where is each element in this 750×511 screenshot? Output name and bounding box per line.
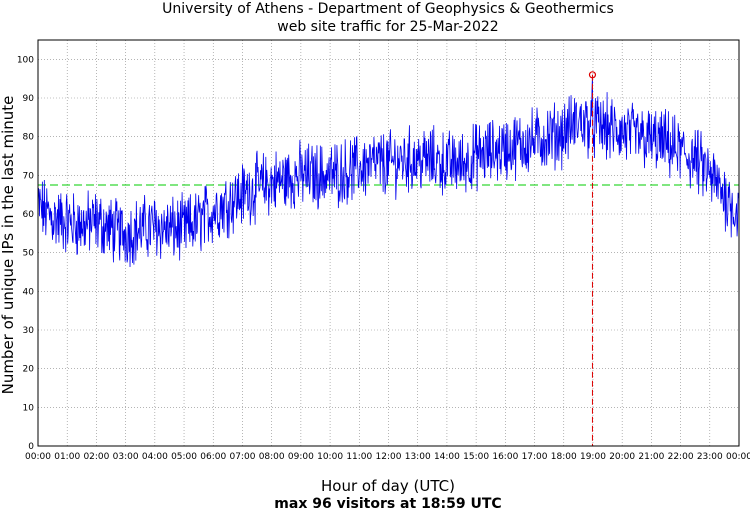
x-tick-label: 11:00 (346, 452, 372, 462)
chart-subtitle: web site traffic for 25-Mar-2022 (277, 19, 498, 35)
max-visitors-note: max 96 visitors at 18:59 UTC (274, 496, 501, 511)
y-tick-label: 20 (23, 365, 35, 375)
x-tick-label: 06:00 (200, 452, 226, 462)
y-tick-label: 60 (23, 210, 35, 220)
x-tick-label: 03:00 (113, 452, 139, 462)
y-tick-label: 50 (23, 249, 35, 259)
x-tick-label: 04:00 (142, 452, 168, 462)
x-tick-label: 21:00 (638, 452, 664, 462)
x-tick-label: 02:00 (83, 452, 109, 462)
x-tick-label: 16:00 (492, 452, 518, 462)
y-tick-label: 80 (23, 133, 35, 143)
x-tick-label: 13:00 (405, 452, 431, 462)
x-tick-label: 00:00 (726, 452, 750, 462)
x-tick-label: 15:00 (463, 452, 489, 462)
x-tick-label: 07:00 (229, 452, 255, 462)
y-tick-label: 0 (28, 442, 34, 452)
x-tick-label: 17:00 (522, 452, 548, 462)
series-line-traffic (37, 74, 739, 267)
chart-title: University of Athens - Department of Geo… (162, 1, 614, 17)
x-tick-labels: 00:00 01:00 02:00 03:00 04:00 05:00 06:00 07:00… (25, 452, 750, 462)
x-tick-label: 00:00 (25, 452, 51, 462)
x-tick-label: 14:00 (434, 452, 460, 462)
y-tick-label: 90 (23, 94, 35, 104)
plot-frame (37, 39, 740, 447)
x-tick-label: 10:00 (317, 452, 343, 462)
x-tick-label: 23:00 (697, 452, 723, 462)
x-tick-label: 22:00 (668, 452, 694, 462)
y-tick-label: 30 (23, 326, 35, 336)
x-tick-label: 01:00 (54, 452, 80, 462)
y-tick-labels: 0 10 20 30 40 50 60 70 80 90 100 (17, 55, 34, 452)
x-tick-label: 08:00 (259, 452, 285, 462)
y-tick-label: 40 (23, 287, 35, 297)
y-tick-label: 100 (17, 55, 34, 65)
x-tick-label: 05:00 (171, 452, 197, 462)
x-tick-label: 18:00 (551, 452, 577, 462)
y-axis-label: Number of unique IPs in the last minute (0, 96, 17, 395)
y-tick-label: 10 (23, 403, 35, 413)
x-tick-label: 20:00 (609, 452, 635, 462)
y-tick-label: 70 (23, 171, 35, 181)
x-tick-label: 19:00 (580, 452, 606, 462)
max-marker (588, 71, 597, 79)
x-tick-label: 12:00 (376, 452, 402, 462)
x-tick-label: 09:00 (288, 452, 314, 462)
x-axis-label: Hour of day (UTC) (321, 477, 455, 495)
grid-lines (37, 40, 740, 447)
